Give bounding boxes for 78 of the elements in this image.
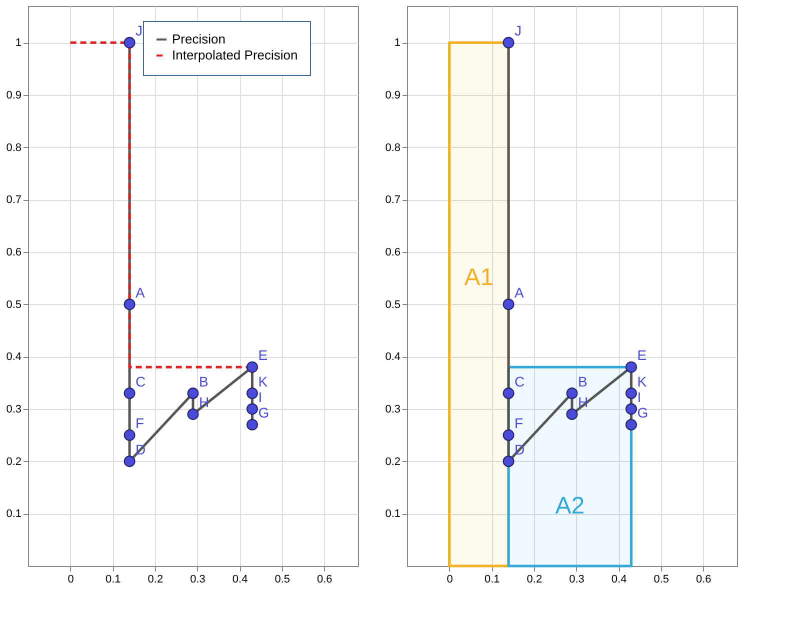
annotation: A2 bbox=[555, 492, 585, 520]
x-tick-label: 0.4 bbox=[232, 574, 248, 586]
legend-label: Interpolated Precision bbox=[172, 48, 298, 62]
annotation: E bbox=[258, 347, 268, 364]
point bbox=[124, 388, 136, 400]
point bbox=[124, 429, 136, 441]
annotation: F bbox=[136, 415, 144, 432]
y-tick-label: 0.9 bbox=[6, 89, 22, 102]
annotation: C bbox=[136, 373, 146, 390]
annotation: I bbox=[637, 388, 642, 405]
x-tick-label: 0.6 bbox=[317, 574, 332, 586]
y-tick-label: 0.4 bbox=[385, 351, 400, 364]
legend-label: Precision bbox=[172, 32, 226, 46]
annotation: A1 bbox=[464, 264, 494, 292]
x-tick-label: 0.4 bbox=[611, 574, 627, 586]
y-tick-label: 0.4 bbox=[6, 351, 22, 364]
point bbox=[124, 298, 136, 310]
point bbox=[187, 408, 199, 420]
point bbox=[187, 388, 199, 400]
y-tick-label: 0.8 bbox=[385, 142, 400, 154]
y-tick-label: 0.7 bbox=[385, 194, 400, 206]
annotation: B bbox=[199, 373, 208, 390]
y-tick-label: 0.7 bbox=[6, 194, 22, 206]
annotation: G bbox=[637, 404, 648, 421]
y-tick-label: 0.6 bbox=[385, 246, 400, 258]
x-tick-label: 0.2 bbox=[526, 574, 542, 586]
x-tick-label: 0.3 bbox=[190, 574, 206, 586]
point bbox=[502, 36, 514, 48]
x-tick-label: 0 bbox=[446, 574, 453, 586]
annotation: J bbox=[136, 22, 143, 39]
point bbox=[246, 361, 258, 373]
y-tick-label: 0.6 bbox=[6, 246, 22, 258]
x-tick-label: 0.3 bbox=[569, 574, 584, 586]
y-tick-label: 0.3 bbox=[6, 403, 22, 416]
x-tick-label: 0.2 bbox=[148, 574, 164, 586]
point bbox=[246, 403, 258, 415]
y-tick-label: 0.1 bbox=[6, 508, 22, 520]
point bbox=[625, 361, 637, 373]
y-tick-label: 0.5 bbox=[6, 298, 22, 311]
annotation: J bbox=[514, 22, 522, 39]
y-tick-label: 0.3 bbox=[385, 403, 400, 416]
annotation: I bbox=[258, 388, 262, 405]
point bbox=[502, 456, 514, 468]
annotation: K bbox=[637, 373, 648, 390]
point bbox=[625, 418, 637, 430]
point bbox=[246, 418, 258, 430]
y-tick-label: 0.8 bbox=[6, 142, 22, 154]
point bbox=[502, 388, 514, 400]
annotation: A bbox=[514, 284, 525, 300]
x-tick-label: 0.5 bbox=[654, 574, 669, 586]
annotation: G bbox=[258, 404, 270, 421]
point bbox=[566, 408, 578, 420]
point bbox=[625, 388, 637, 400]
y-tick-label: 0.2 bbox=[6, 456, 22, 468]
point bbox=[124, 36, 136, 48]
point bbox=[502, 298, 514, 310]
y-tick-label: 0.5 bbox=[385, 298, 400, 311]
y-tick-label: 0.9 bbox=[385, 89, 400, 102]
y-tick-label: 1 bbox=[394, 37, 400, 50]
x-tick-label: 0.6 bbox=[696, 574, 712, 586]
point bbox=[502, 429, 514, 441]
y-tick-label: 0.1 bbox=[385, 508, 400, 520]
x-tick-label: 0.5 bbox=[274, 574, 290, 586]
annotation: E bbox=[637, 347, 647, 364]
annotation: K bbox=[258, 373, 268, 390]
annotation: B bbox=[578, 373, 588, 390]
point bbox=[246, 388, 258, 400]
point bbox=[566, 388, 578, 400]
annotation: A bbox=[136, 284, 146, 300]
x-tick-label: 0.1 bbox=[484, 574, 500, 586]
y-tick-label: 0.2 bbox=[385, 456, 400, 468]
y-tick-label: 1 bbox=[15, 37, 22, 50]
annotation: C bbox=[514, 373, 525, 390]
x-tick-label: 0.1 bbox=[105, 574, 121, 586]
annotation: F bbox=[514, 415, 524, 432]
point bbox=[124, 456, 136, 468]
point bbox=[625, 403, 637, 415]
x-tick-label: 0 bbox=[68, 574, 74, 586]
